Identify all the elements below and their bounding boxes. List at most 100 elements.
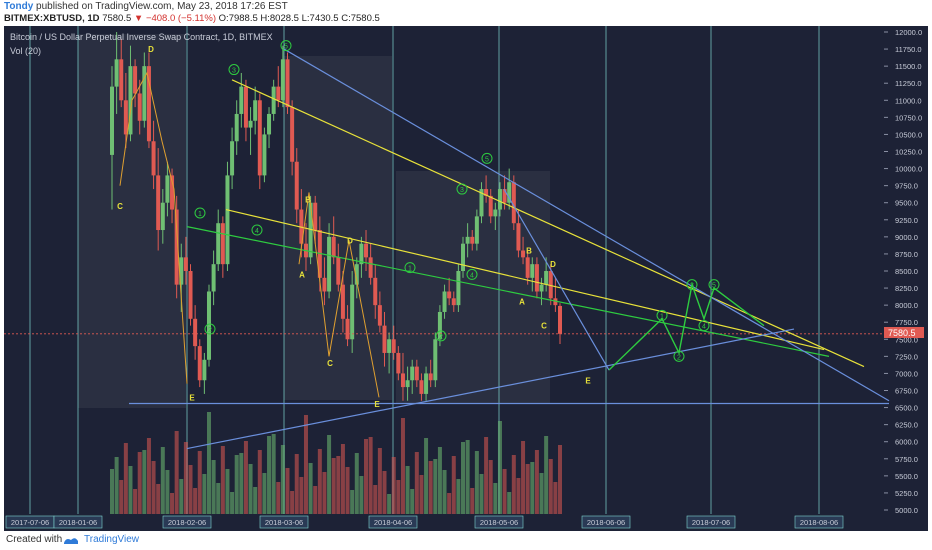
volume-bar <box>248 464 253 514</box>
high-label: H: <box>260 13 270 24</box>
volume-bar <box>470 488 475 514</box>
candle-body <box>405 380 410 388</box>
candle-body <box>479 189 484 217</box>
blue-resistance-line <box>283 48 890 402</box>
candle-body <box>507 182 512 203</box>
volume-bar <box>382 471 387 514</box>
wave-label-circle <box>656 309 668 321</box>
wave-label: E <box>374 400 380 409</box>
volume-bar <box>225 469 230 514</box>
candle-body <box>294 161 299 210</box>
candle-body <box>525 257 530 278</box>
volume-bar <box>262 473 267 514</box>
wave-label-circle <box>686 279 698 291</box>
wave-label: D <box>148 45 154 54</box>
candle-body <box>170 175 175 210</box>
wave-label: C <box>117 202 123 211</box>
wave-label-circle <box>481 152 493 164</box>
highlight-zone <box>396 171 550 403</box>
volume-bar <box>114 457 119 514</box>
candle-body <box>225 175 230 265</box>
wave-label: 2 <box>439 334 443 341</box>
candle-body <box>248 120 253 128</box>
candle-body <box>544 271 549 285</box>
time-axis <box>4 514 884 531</box>
volume-bar <box>119 480 124 514</box>
volume-bar <box>142 450 147 514</box>
volume-bar <box>303 415 308 514</box>
candle-body <box>327 236 332 292</box>
volume-bar <box>146 438 151 514</box>
candle-body <box>410 366 415 381</box>
y-tick-label: 5000.0 <box>895 506 918 515</box>
volume-bar <box>368 437 373 514</box>
volume-bar <box>424 438 429 514</box>
candle-body <box>456 271 461 306</box>
candle-body <box>428 373 433 381</box>
candle-body <box>220 223 225 265</box>
volume-bar <box>553 482 558 514</box>
x-tick-label: 2018-01-06 <box>59 518 97 527</box>
last-price: 7580.5 <box>102 13 132 24</box>
tradingview-brand-link[interactable]: TradingView <box>84 534 140 545</box>
x-tick-label: 2018-03-06 <box>265 518 303 527</box>
wave-label: E <box>189 393 195 402</box>
candle-body <box>114 59 119 87</box>
y-tick-label: 9000.0 <box>895 233 918 242</box>
candle-body <box>160 202 165 231</box>
blue-channel-line <box>503 188 610 371</box>
candle-body <box>123 100 128 135</box>
y-tick-label: 5250.0 <box>895 489 918 498</box>
candle-body <box>461 243 466 271</box>
candle-body <box>465 236 470 244</box>
volume-bar <box>271 434 276 514</box>
x-tick-label: 2017-07-06 <box>11 518 49 527</box>
wave-label: 5 <box>485 156 489 163</box>
candle-body <box>516 223 521 251</box>
candle-body <box>151 141 156 176</box>
volume-bar <box>183 442 188 514</box>
candle-body <box>539 284 544 292</box>
candle-body <box>548 271 553 299</box>
volume-bar <box>410 489 415 514</box>
candle-body <box>216 223 221 265</box>
candle-body <box>110 86 114 155</box>
tradingview-logo-icon <box>64 538 78 544</box>
volume-bar <box>313 486 318 514</box>
candle-body <box>230 141 235 176</box>
volume-bar <box>197 451 202 514</box>
volume-bar <box>447 493 452 514</box>
volume-bar <box>525 464 530 514</box>
price-chart[interactable]: D C E 3 1 2 4 5 B A C D E 1 2 3 4 5 B A C D E 1 2 3 4 5 12000.0 1175… <box>4 26 928 531</box>
chart-title: Bitcoin / US Dollar Perpetual Inverse Sw… <box>10 32 273 42</box>
candle-body <box>331 236 336 258</box>
candle-body <box>285 59 290 108</box>
wave-label: 4 <box>702 324 706 331</box>
y-tick-label: 8000.0 <box>895 301 918 310</box>
candle-body <box>553 298 558 306</box>
open-label: O: <box>218 13 229 24</box>
y-tick-label: 12000.0 <box>895 28 922 37</box>
volume-bar <box>290 491 295 514</box>
wave-label-circle <box>435 330 447 342</box>
wave-label: 1 <box>408 266 412 273</box>
candle-body <box>373 277 378 306</box>
candle-body <box>530 264 535 278</box>
wave-label: D <box>550 260 556 269</box>
author-link[interactable]: Tondy <box>4 1 34 12</box>
volume-bar <box>354 453 359 514</box>
wave-label: 1 <box>198 211 202 218</box>
symbol-label: BITMEX:XBTUSD, 1D <box>4 13 100 24</box>
volume-bar <box>188 465 193 514</box>
volume-bar <box>502 469 507 514</box>
candle-body <box>521 250 526 258</box>
candle-body <box>308 202 313 258</box>
y-tick-label: 7000.0 <box>895 369 918 378</box>
volume-bar <box>474 451 479 514</box>
x-tick-label: 2018-04-06 <box>374 518 412 527</box>
y-tick-label: 5750.0 <box>895 455 918 464</box>
candle-body <box>165 175 170 203</box>
candle-body <box>534 264 539 292</box>
volume-bar <box>544 436 549 514</box>
volume-bar <box>179 479 184 514</box>
